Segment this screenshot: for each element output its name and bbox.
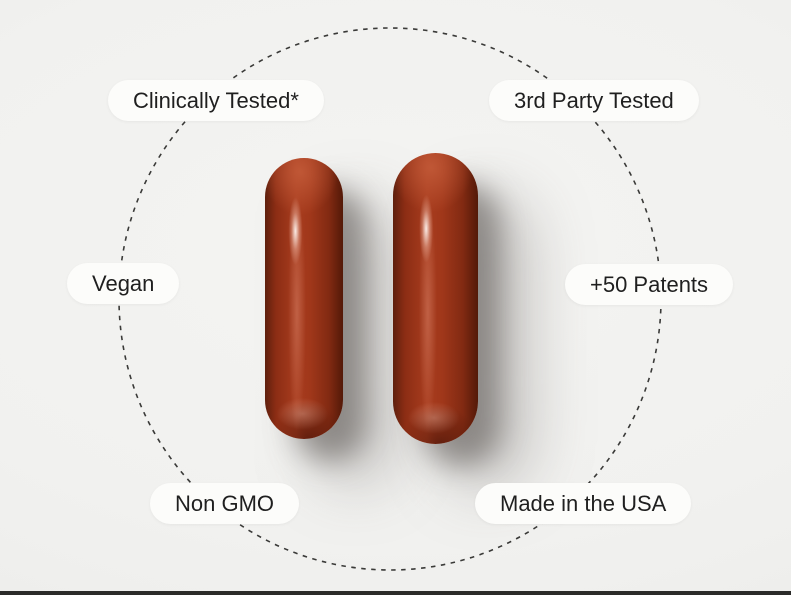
badge-vegan: Vegan (67, 263, 180, 304)
next-section-edge (0, 591, 791, 595)
badge-third-party-tested-label: 3rd Party Tested (514, 88, 674, 113)
badge-clinically-tested-label: Clinically Tested* (133, 88, 299, 113)
capsule-right-image (393, 153, 478, 444)
badge-vegan-label: Vegan (92, 271, 155, 296)
badge-third-party-tested: 3rd Party Tested (489, 80, 699, 121)
badge-made-in-usa-label: Made in the USA (500, 491, 667, 516)
capsule-left-image (265, 158, 343, 439)
badge-clinically-tested: Clinically Tested* (108, 80, 324, 121)
badge-made-in-usa: Made in the USA (475, 483, 692, 524)
badge-non-gmo-label: Non GMO (175, 491, 275, 516)
badge-patents-label: +50 Patents (590, 272, 709, 297)
badge-non-gmo: Non GMO (150, 483, 300, 524)
badge-patents: +50 Patents (565, 264, 734, 305)
